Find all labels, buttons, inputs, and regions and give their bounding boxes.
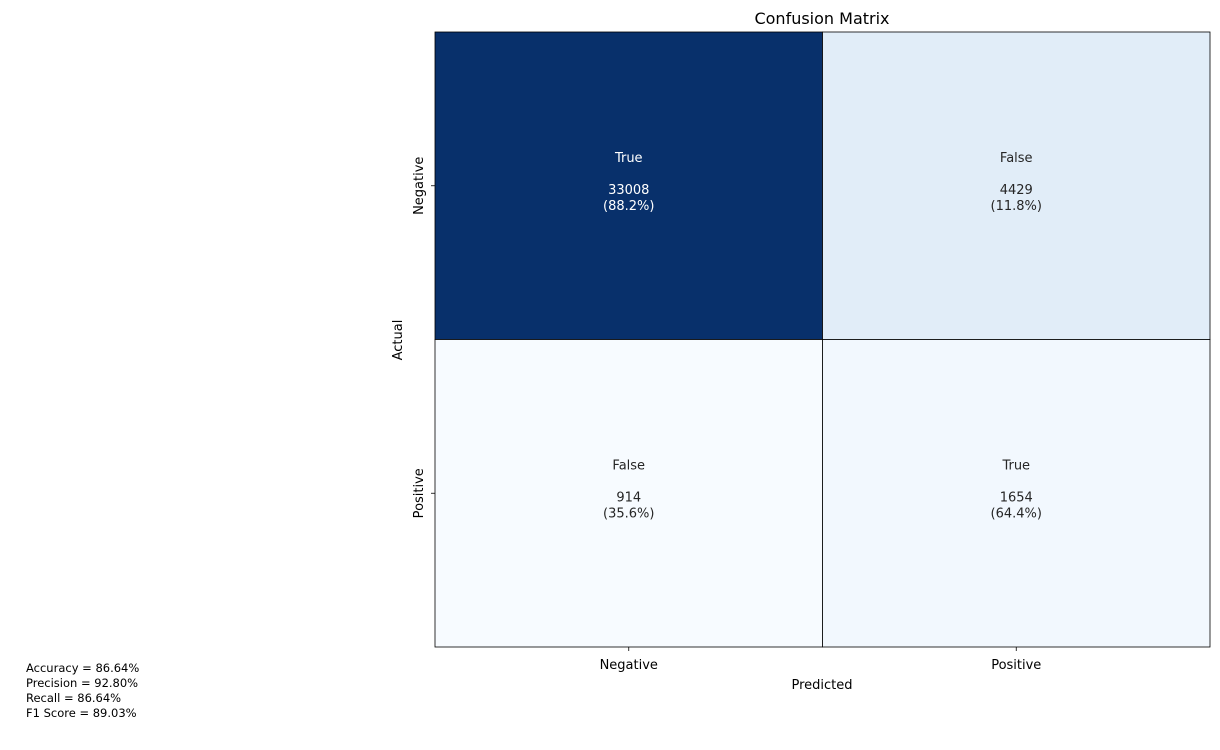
y-axis-label: Actual bbox=[391, 320, 406, 361]
cell-count-r0-c0: 33008 bbox=[608, 183, 649, 198]
x-axis-label: Predicted bbox=[791, 678, 852, 693]
cell-count-r1-c0: 914 bbox=[616, 490, 641, 505]
cell-count-r0-c1: 4429 bbox=[1000, 183, 1033, 198]
f1-score-text: F1 Score = 89.03% bbox=[26, 706, 137, 720]
accuracy-text: Accuracy = 86.64% bbox=[26, 661, 140, 675]
heatmap-cell-r1-c1 bbox=[822, 339, 1211, 648]
precision-text: Precision = 92.80% bbox=[26, 676, 139, 690]
y-tick-label: Positive bbox=[412, 468, 427, 518]
cell-percent-r1-c0: (35.6%) bbox=[603, 506, 654, 521]
y-axis-ticks: Negative Positive bbox=[412, 157, 435, 518]
cell-count-r1-c1: 1654 bbox=[1000, 490, 1033, 505]
cell-percent-r0-c0: (88.2%) bbox=[603, 199, 654, 214]
y-tick-label: Negative bbox=[412, 157, 427, 215]
heatmap-cell-r0-c0 bbox=[434, 31, 823, 340]
cell-percent-r1-c1: (64.4%) bbox=[991, 506, 1042, 521]
chart-title: Confusion Matrix bbox=[754, 9, 889, 28]
cell-label-r1-c0: False bbox=[612, 458, 645, 473]
heatmap-cell-r0-c1 bbox=[822, 31, 1211, 340]
x-tick-label: Negative bbox=[600, 658, 658, 673]
cell-label-r1-c1: True bbox=[1001, 458, 1030, 473]
cell-label-r0-c1: False bbox=[1000, 151, 1033, 166]
heatmap-cells bbox=[434, 31, 1211, 648]
heatmap-cell-annotations: True 33008(88.2%) False 4429(11.8%) False 914… bbox=[603, 151, 1042, 522]
cell-label-r0-c0: True bbox=[614, 151, 643, 166]
recall-text: Recall = 86.64% bbox=[26, 691, 122, 705]
metrics-panel: Accuracy = 86.64% Precision = 92.80% Rec… bbox=[26, 661, 139, 721]
x-tick-label: Positive bbox=[991, 658, 1041, 673]
cell-percent-r0-c1: (11.8%) bbox=[991, 199, 1042, 214]
x-axis-ticks: Negative Positive bbox=[600, 647, 1041, 673]
heatmap-cell-r1-c0 bbox=[434, 339, 823, 648]
